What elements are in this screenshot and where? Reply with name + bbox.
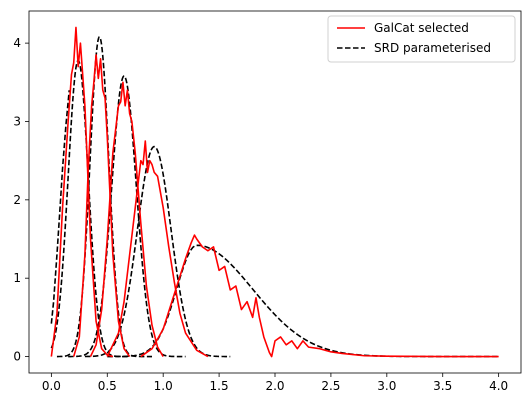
legend: GalCat selected SRD parameterised <box>327 15 516 63</box>
x-tick-label: 3.5 <box>433 379 452 393</box>
galcat-curve-bin-3 <box>89 81 164 357</box>
x-tick-label: 1.5 <box>210 379 229 393</box>
axis-ticks: 0.0 0.5 1.0 1.5 2.0 2.5 3.0 3.5 4.0 0 1 2 3 4 <box>13 36 508 393</box>
x-tick-label: 0.5 <box>98 379 117 393</box>
x-tick-label: 1.0 <box>154 379 173 393</box>
x-tick-label: 2.5 <box>321 379 340 393</box>
x-tick-label: 2.0 <box>265 379 284 393</box>
y-tick-label: 2 <box>13 193 21 207</box>
y-tick-label: 1 <box>13 271 21 285</box>
legend-label-srd: SRD parameterised <box>374 41 491 55</box>
galcat-curve-bin-4 <box>106 140 209 358</box>
x-tick-label: 3.0 <box>377 379 396 393</box>
galcat-curve-bin-5 <box>140 234 499 358</box>
y-tick-label: 0 <box>13 350 21 364</box>
legend-box <box>327 15 516 63</box>
srd-curve-bin-2 <box>56 36 152 358</box>
y-tick-label: 4 <box>13 36 21 50</box>
x-tick-label: 0.0 <box>42 379 61 393</box>
x-tick-label: 4.0 <box>489 379 508 393</box>
plot-area <box>50 26 499 358</box>
galcat-curve-bin-2 <box>72 54 131 358</box>
srd-curve-low-end <box>50 90 71 324</box>
galcat-curve-bin-1 <box>50 26 114 358</box>
y-tick-label: 3 <box>13 114 21 128</box>
legend-label-galcat: GalCat selected <box>374 21 469 35</box>
srd-curve-bin-3 <box>68 75 186 358</box>
